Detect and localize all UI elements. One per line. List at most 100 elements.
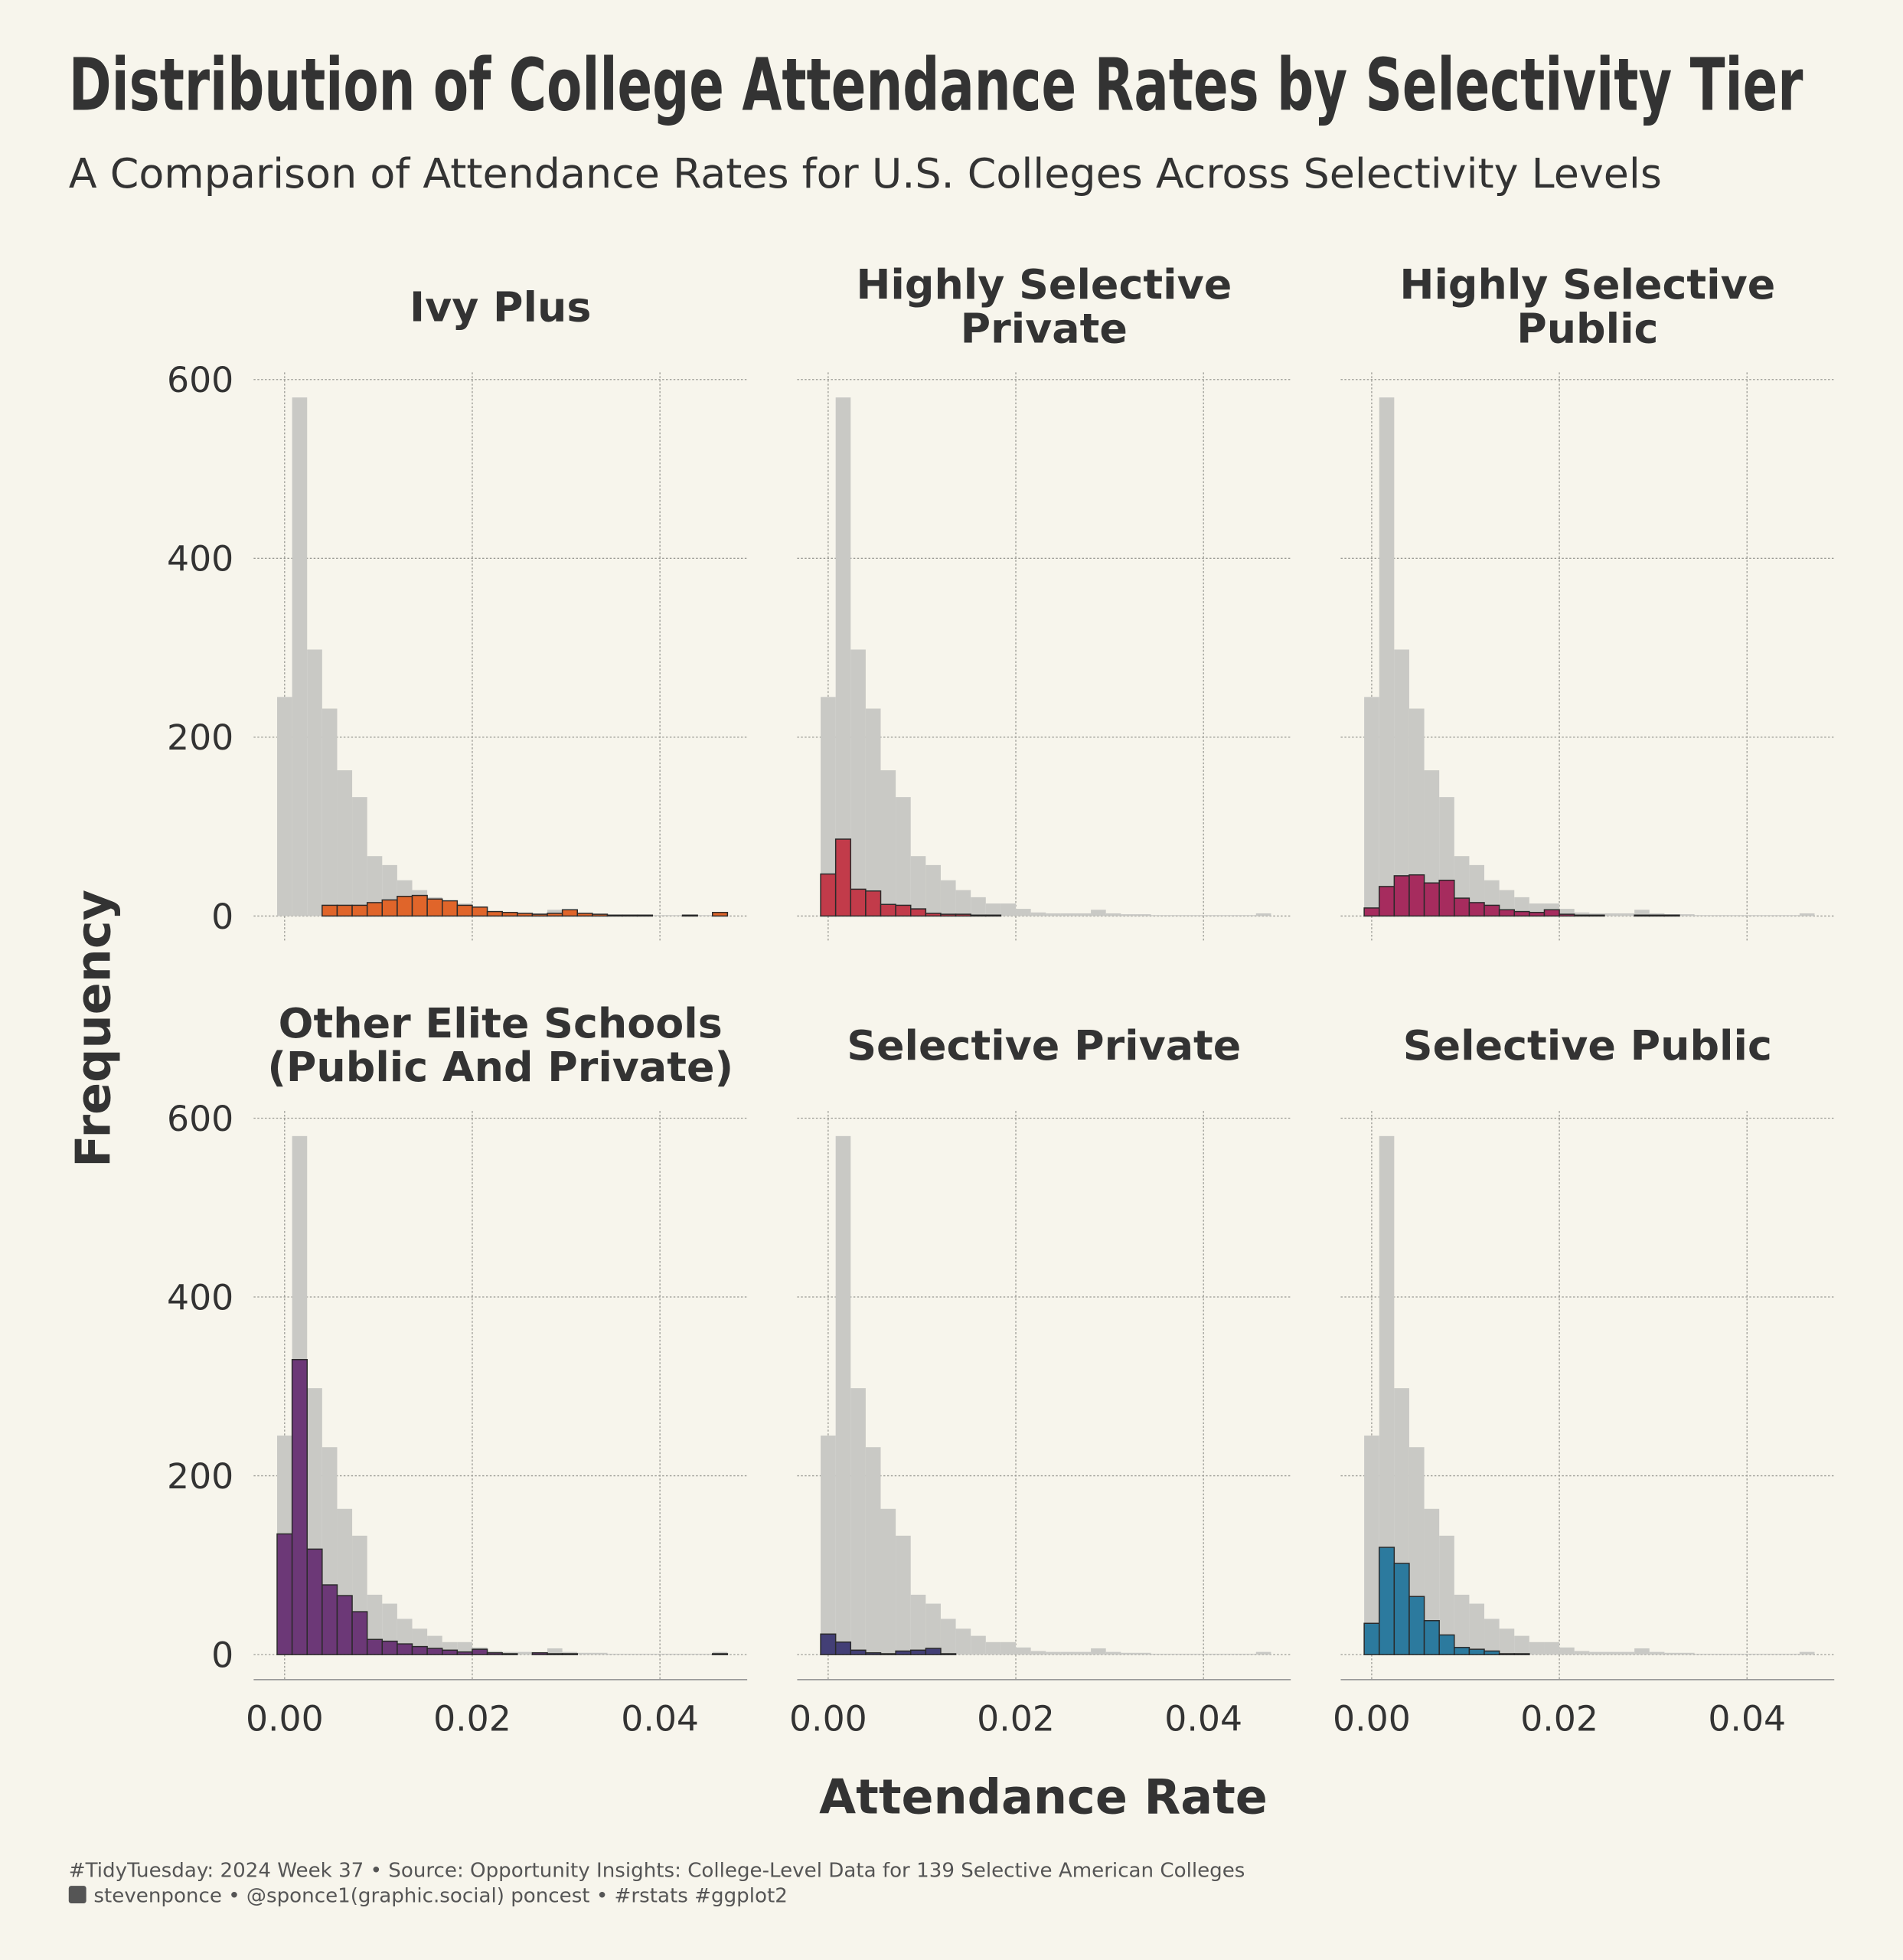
bar [985, 914, 1002, 917]
background-bar [697, 915, 713, 916]
bar [547, 1653, 563, 1655]
background-bar [1694, 915, 1710, 916]
bar [1408, 1596, 1425, 1655]
background-bar [1364, 697, 1379, 916]
bar [820, 873, 837, 917]
background-bar [1226, 1653, 1242, 1655]
y-tick-label: 0 [211, 897, 233, 937]
background-bar [292, 397, 308, 916]
y-tick-label: 200 [167, 1456, 233, 1497]
background-bar [1499, 1628, 1515, 1655]
background-bar [307, 649, 322, 916]
background-bar [850, 649, 866, 916]
bar [834, 1642, 852, 1655]
background-bar [925, 1603, 941, 1655]
x-tick-label: 0.04 [621, 1699, 699, 1740]
background-bar [896, 1535, 911, 1655]
bar [909, 1649, 927, 1655]
background-bar [652, 915, 668, 916]
background-bar [1121, 914, 1136, 916]
bar [940, 1653, 957, 1655]
y-tick-label: 0 [211, 1635, 233, 1675]
facet-title: Highly Selective Private [856, 260, 1232, 353]
bar [397, 1643, 413, 1655]
bar [322, 1584, 338, 1655]
background-bar [1046, 913, 1061, 916]
background-bar [1196, 915, 1211, 916]
background-bar [1210, 915, 1226, 916]
background-bar [1030, 1651, 1046, 1655]
y-axis-title: Frequency [66, 890, 122, 1168]
background-bar [352, 797, 367, 916]
background-bar [1151, 915, 1167, 916]
bar [865, 890, 882, 917]
facet-title: Other Elite Schools (Public And Private) [267, 998, 734, 1092]
background-bar [1076, 1651, 1092, 1655]
bar [850, 888, 867, 917]
bar [411, 894, 428, 917]
bar [561, 1653, 578, 1655]
bar [381, 899, 398, 917]
bar [1378, 1547, 1395, 1655]
bar [880, 1653, 896, 1655]
background-bar [1241, 915, 1256, 916]
background-bar [940, 1619, 956, 1655]
background-bar [910, 1594, 926, 1655]
bar [442, 1649, 459, 1655]
background-bar [1060, 913, 1076, 916]
bar [834, 838, 852, 917]
bar [820, 1633, 837, 1655]
bar [1423, 882, 1440, 917]
background-bar [1769, 1653, 1785, 1655]
bar [472, 1648, 488, 1655]
background-bar [667, 1653, 683, 1655]
background-bar [821, 1436, 836, 1655]
bar [576, 913, 593, 917]
bar [1513, 910, 1530, 917]
background-bar [1424, 1508, 1440, 1655]
background-bar [1739, 1653, 1755, 1655]
background-bar [652, 1653, 668, 1655]
y-tick-label: 200 [167, 717, 233, 758]
background-bar [322, 708, 338, 916]
bar [1663, 914, 1680, 917]
bar [681, 914, 698, 917]
bar [426, 1648, 443, 1655]
background-bar [1000, 1642, 1017, 1655]
bar [1498, 909, 1515, 917]
bar [1454, 1647, 1470, 1655]
background-bar [1255, 913, 1271, 916]
bar [895, 1650, 912, 1655]
background-bar [1379, 397, 1395, 916]
bar [592, 913, 609, 917]
background-bar [1754, 1653, 1770, 1655]
background-bar [1484, 1619, 1500, 1655]
background-bar [1076, 913, 1092, 916]
linkedin-icon [68, 1886, 86, 1904]
background-bar [850, 1388, 866, 1655]
bar [895, 904, 912, 917]
background-bar [1559, 909, 1575, 916]
background-bar [1151, 1653, 1167, 1655]
bar [1559, 913, 1575, 917]
background-bar [1210, 1653, 1226, 1655]
x-tick-label: 0.00 [1333, 1699, 1411, 1740]
bar [925, 913, 942, 917]
background-bar [1135, 1652, 1151, 1655]
bar [1588, 914, 1605, 917]
bar [531, 1652, 548, 1655]
bar [1378, 886, 1395, 917]
x-tick-label: 0.04 [1708, 1699, 1786, 1740]
background-bar [835, 1135, 851, 1655]
background-bar [1364, 1436, 1379, 1655]
background-bar [1196, 1653, 1211, 1655]
background-bar [1679, 914, 1695, 916]
bar [381, 1640, 398, 1655]
x-tick-label: 0.00 [246, 1699, 324, 1740]
background-bar [1604, 1651, 1620, 1655]
bar [955, 913, 971, 917]
background-bar [880, 770, 896, 916]
background-bar [1679, 1652, 1695, 1655]
background-bar [1105, 913, 1121, 916]
background-bar [910, 856, 926, 916]
